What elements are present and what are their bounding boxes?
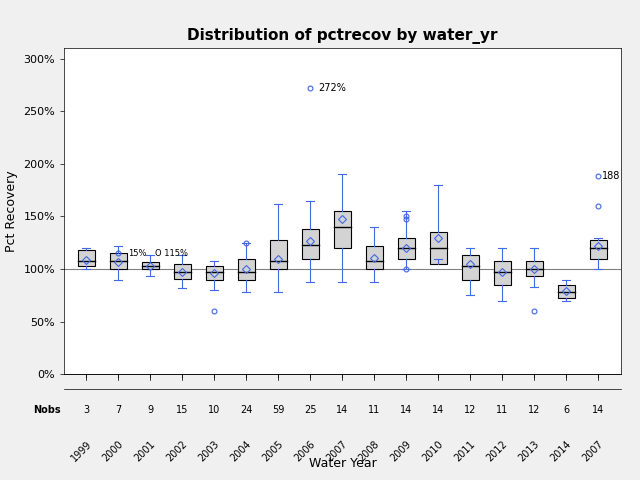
Text: 3: 3 [83, 406, 90, 415]
Text: 2008: 2008 [357, 439, 381, 464]
Text: 15: 15 [176, 406, 189, 415]
Text: 272%: 272% [319, 83, 346, 93]
Bar [205, 266, 223, 280]
Bar [493, 261, 511, 285]
Bar [429, 232, 447, 264]
Y-axis label: Pct Recovery: Pct Recovery [4, 170, 18, 252]
Bar [397, 238, 415, 259]
Text: 2007: 2007 [581, 439, 605, 464]
Text: 2004: 2004 [229, 439, 253, 464]
Text: 10: 10 [208, 406, 221, 415]
Text: 1999: 1999 [69, 439, 93, 464]
Text: 12: 12 [528, 406, 541, 415]
Bar [333, 211, 351, 248]
Text: 11: 11 [496, 406, 509, 415]
Text: 59: 59 [272, 406, 285, 415]
Text: 2006: 2006 [293, 439, 317, 464]
Bar [141, 262, 159, 269]
Text: 188: 188 [602, 171, 620, 181]
Text: 2011: 2011 [453, 439, 477, 464]
Bar [109, 253, 127, 269]
Text: Nobs: Nobs [33, 406, 61, 415]
Text: 14: 14 [400, 406, 413, 415]
Text: 2002: 2002 [165, 439, 189, 464]
Text: 14: 14 [432, 406, 445, 415]
Text: 15%: 15% [128, 249, 147, 258]
Text: 14: 14 [592, 406, 605, 415]
Text: 2010: 2010 [421, 439, 445, 464]
Text: 2000: 2000 [101, 439, 125, 464]
Text: 2001: 2001 [133, 439, 157, 464]
Bar [461, 255, 479, 280]
Text: 12: 12 [464, 406, 477, 415]
Text: 2009: 2009 [389, 439, 413, 464]
Text: 2013: 2013 [517, 439, 541, 464]
Title: Distribution of pctrecov by water_yr: Distribution of pctrecov by water_yr [187, 28, 498, 44]
Bar [237, 259, 255, 280]
Text: Water Year: Water Year [308, 457, 376, 470]
Text: 11: 11 [368, 406, 381, 415]
Bar [525, 261, 543, 276]
Bar [301, 229, 319, 259]
Text: 7: 7 [115, 406, 122, 415]
Text: 6: 6 [563, 406, 570, 415]
Bar [589, 240, 607, 259]
Text: 2014: 2014 [549, 439, 573, 464]
Text: 9: 9 [147, 406, 154, 415]
Bar [77, 250, 95, 266]
Bar [173, 264, 191, 278]
Text: 2007: 2007 [325, 439, 349, 464]
Text: 14: 14 [336, 406, 349, 415]
Text: 24: 24 [240, 406, 253, 415]
Text: O 115%: O 115% [155, 249, 188, 258]
Bar [269, 240, 287, 269]
Bar [557, 285, 575, 298]
Text: 2012: 2012 [485, 439, 509, 464]
Bar [365, 246, 383, 269]
Text: 2003: 2003 [197, 439, 221, 464]
Text: 2005: 2005 [261, 439, 285, 464]
Text: 25: 25 [304, 406, 317, 415]
